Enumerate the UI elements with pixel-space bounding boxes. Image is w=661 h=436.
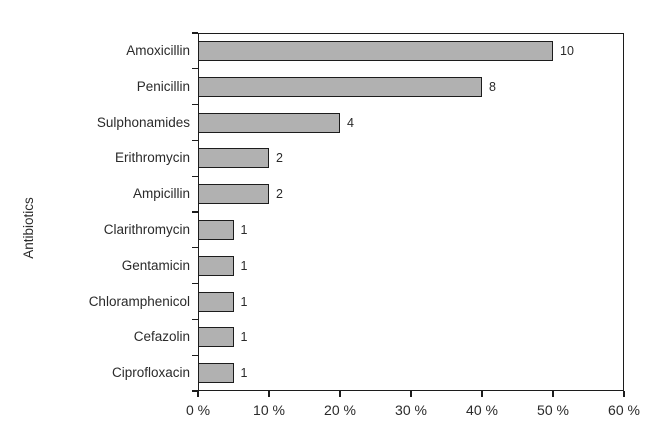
y-axis-tick	[192, 282, 198, 285]
y-axis-tick	[192, 354, 198, 356]
y-axis-tick	[192, 68, 198, 70]
x-axis-tick	[623, 391, 625, 397]
bar	[198, 184, 269, 205]
y-axis-tick	[192, 175, 198, 177]
category-label: Sulphonamides	[96, 114, 190, 130]
bar	[198, 219, 234, 240]
x-axis-tick	[481, 391, 483, 397]
y-axis-tick	[192, 318, 198, 321]
x-axis-tick-label: 30 %	[395, 402, 427, 418]
x-axis-tick-label: 60 %	[608, 402, 640, 418]
bar	[198, 363, 234, 384]
bar	[198, 255, 234, 276]
bar	[198, 40, 553, 61]
y-axis-tick	[192, 103, 198, 106]
bar-value-label: 8	[489, 79, 496, 94]
bar	[198, 291, 234, 312]
x-axis-tick-label: 0 %	[185, 402, 211, 418]
x-axis-tick	[552, 391, 554, 397]
bar-value-label: 1	[240, 366, 248, 381]
category-label: Amoxicillin	[126, 42, 190, 58]
x-axis-tick	[197, 391, 199, 397]
x-axis-tick-label: 40 %	[466, 402, 498, 418]
bar-value-label: 1	[240, 330, 248, 345]
y-axis-tick	[192, 390, 198, 392]
category-label: Penicillin	[136, 78, 190, 94]
bar-value-label: 2	[276, 151, 283, 166]
bar-value-label: 2	[276, 187, 283, 202]
bar	[198, 112, 340, 133]
bar	[198, 148, 269, 169]
bar-value-label: 1	[240, 222, 248, 237]
y-axis-tick	[192, 247, 198, 249]
y-axis-tick	[192, 139, 198, 142]
x-axis-tick	[268, 391, 270, 397]
category-label: Clarithromycin	[103, 221, 190, 237]
bar-value-label: 4	[347, 115, 354, 130]
plot-area	[198, 33, 624, 391]
bar-value-label: 1	[240, 294, 248, 309]
category-label: Chloramphenicol	[88, 293, 190, 309]
x-axis-tick	[410, 391, 412, 397]
category-label: Ciprofloxacin	[111, 365, 190, 381]
x-axis-tick-label: 50 %	[537, 402, 569, 418]
y-axis-tick	[192, 211, 198, 213]
category-label: Ampicillin	[132, 186, 190, 202]
bar-value-label: 1	[240, 258, 248, 273]
y-axis-tick	[192, 32, 198, 34]
x-axis-tick	[339, 391, 341, 397]
bar	[198, 76, 482, 97]
bar	[198, 327, 234, 348]
x-axis-tick-label: 10 %	[253, 402, 285, 418]
x-axis-tick-label: 20 %	[324, 402, 356, 418]
category-label: Cefazolin	[133, 329, 190, 345]
category-label: Erithromycin	[114, 150, 190, 166]
category-label: Gentamicin	[121, 257, 190, 273]
bar-value-label: 10	[560, 43, 574, 58]
